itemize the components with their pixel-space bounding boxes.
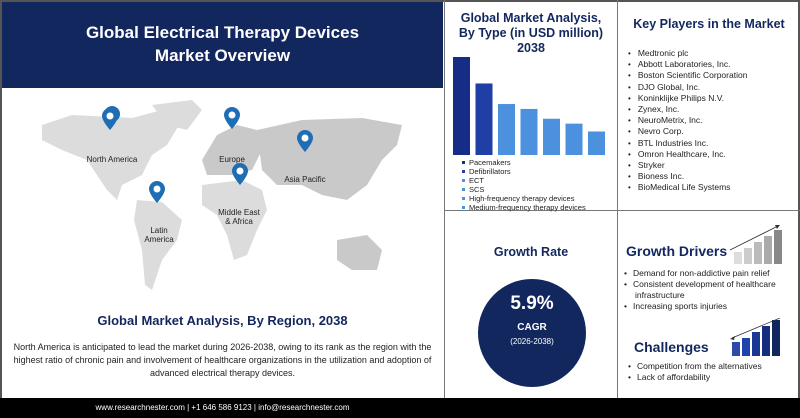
legend-item: High-frequency therapy devices	[462, 194, 586, 203]
chart-title-line-1: Global Market Analysis,	[460, 11, 602, 25]
bar-0	[453, 57, 470, 155]
cagr-circle: 5.9% CAGR (2026-2038)	[478, 279, 586, 387]
pin-europe-icon	[224, 107, 240, 129]
list-item: NeuroMetrix, Inc.	[628, 115, 747, 126]
footer-contact: www.researchnester.com | +1 646 586 9123…	[95, 403, 350, 412]
region-label-latin-america: Latin America	[144, 226, 174, 244]
legend-item: SCS	[462, 185, 586, 194]
challenges-list: Competition from the alternativesLack of…	[628, 361, 762, 383]
legend-swatch	[462, 197, 465, 200]
legend-item: Medium-frequency therapy devices	[462, 203, 586, 212]
list-item: Boston Scientific Corporation	[628, 70, 748, 81]
asia-shape	[257, 118, 402, 200]
page-title: Global Electrical Therapy Devices Market…	[2, 2, 443, 88]
greenland-shape	[152, 100, 202, 130]
challenge-bars-icon	[730, 318, 781, 356]
chart-title-line-3: 2038	[517, 41, 545, 55]
legend-swatch	[462, 188, 465, 191]
cagr-value: 5.9%	[510, 293, 554, 314]
legend-label: High-frequency therapy devices	[469, 194, 575, 203]
cagr-period: (2026-2038)	[510, 337, 554, 346]
type-bar-chart	[453, 57, 605, 155]
list-item: Increasing sports injuries	[624, 301, 794, 312]
region-label-middle-east-africa: Middle East & Africa	[218, 208, 260, 226]
chart-legend: Pacemakers Defibrillators ECT SCS High-frequ…	[462, 158, 586, 212]
divider	[444, 0, 445, 398]
title-line-2: Market Overview	[154, 46, 291, 65]
title-line-1: Global Electrical Therapy Devices	[85, 23, 360, 42]
list-item: Consistent development of healthcare inf…	[624, 279, 794, 301]
list-item: Demand for non-addictive pain relief	[624, 268, 794, 279]
legend-item: Pacemakers	[462, 158, 586, 167]
australia-shape	[337, 235, 382, 270]
europe-shape	[202, 125, 262, 175]
chart-title-line-2: By Type (in USD million)	[458, 26, 604, 40]
region-label-asia-pacific: Asia Pacific	[284, 175, 326, 184]
list-item: Medtronic plc	[628, 48, 747, 59]
growth-bars-icon	[729, 225, 782, 264]
list-item: Competition from the alternatives	[628, 361, 762, 372]
legend-label: ECT	[469, 176, 484, 185]
legend-swatch	[462, 170, 465, 173]
legend-label: Medium-frequency therapy devices	[469, 203, 586, 212]
divider	[444, 210, 800, 211]
list-item: Koninklijke Philips N.V.	[628, 93, 747, 104]
list-item: Nevro Corp.	[628, 126, 747, 137]
list-item: BioMedical Life Systems	[628, 182, 747, 193]
list-item: Lack of affordability	[628, 372, 762, 383]
list-item: Zynex, Inc.	[628, 104, 747, 115]
bar-1	[475, 83, 493, 155]
bar-6	[588, 131, 605, 155]
bar-5	[565, 123, 583, 155]
growth-drivers-list: Demand for non-addictive pain reliefCons…	[624, 268, 794, 312]
pin-asia-pacific-icon	[297, 130, 313, 152]
footer: www.researchnester.com | +1 646 586 9123…	[0, 398, 800, 418]
challenges-title: Challenges	[634, 339, 709, 355]
list-item: Abbott Laboratories, Inc.	[628, 59, 747, 70]
world-map	[42, 100, 402, 290]
bar-2	[498, 104, 515, 155]
legend-item: Defibrillators	[462, 167, 586, 176]
list-item: Omron Healthcare, Inc.	[628, 149, 747, 160]
bar-3	[520, 108, 538, 155]
region-section-text: North America is anticipated to lead the…	[13, 342, 432, 378]
region-section-title: Global Market Analysis, By Region, 2038	[97, 313, 348, 328]
divider	[617, 0, 618, 398]
legend-label: SCS	[469, 185, 485, 194]
key-players-title: Key Players in the Market	[633, 17, 785, 31]
bar-4	[543, 118, 560, 155]
growth-rate-title: Growth Rate	[493, 245, 569, 259]
list-item: BTL Industries Inc.	[628, 138, 747, 149]
list-item: DJO Global, Inc.	[628, 82, 747, 93]
legend-swatch	[462, 206, 465, 209]
region-label-europe: Europe	[219, 155, 245, 164]
type-chart-title: Global Market Analysis, By Type (in USD …	[446, 11, 616, 56]
north-america-shape	[42, 110, 182, 200]
pin-north-america-icon	[102, 108, 118, 130]
region-label-north-america: North America	[86, 155, 138, 164]
legend-label: Defibrillators	[469, 167, 511, 176]
africa-shape	[202, 180, 267, 260]
key-players-list: Medtronic plcAbbott Laboratories, Inc.Bo…	[628, 48, 748, 194]
pin-middle-east-africa-icon	[232, 163, 248, 185]
list-item: Bioness Inc.	[628, 171, 747, 182]
cagr-label: CAGR	[517, 322, 547, 333]
legend-swatch	[462, 179, 465, 182]
south-america-shape	[134, 200, 182, 290]
legend-item: ECT	[462, 176, 586, 185]
pin-latin-america-icon	[149, 181, 165, 203]
legend-swatch	[462, 161, 465, 164]
list-item: Stryker	[628, 160, 747, 171]
growth-drivers-title: Growth Drivers	[626, 243, 728, 259]
legend-label: Pacemakers	[469, 158, 511, 167]
